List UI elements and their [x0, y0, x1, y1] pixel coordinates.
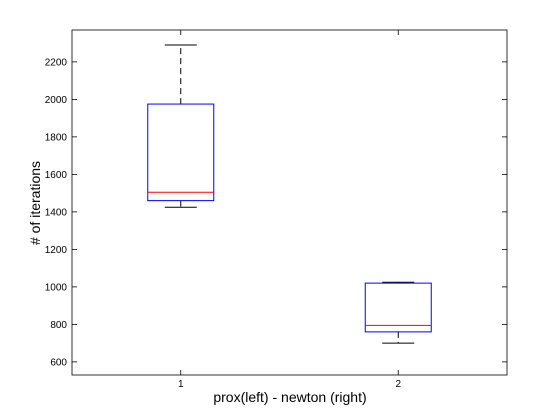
plot-axes — [71, 29, 508, 376]
x-tick-label: 1 — [178, 379, 184, 390]
y-tick-label: 800 — [50, 320, 67, 331]
y-tick-label: 600 — [50, 357, 67, 368]
box-series — [147, 44, 432, 344]
y-tick-label: 2000 — [45, 95, 68, 106]
x-axis-label: prox(left) - newton (right) — [213, 389, 366, 405]
y-tick-label: 1600 — [45, 170, 68, 181]
box-2 — [364, 281, 432, 344]
y-axis-ticks: 600 800 1000 1200 1400 1600 1800 2000 2200 — [45, 57, 507, 368]
y-tick-label: 1200 — [45, 245, 68, 256]
y-axis-label: # of iterations — [27, 161, 43, 245]
y-tick-label: 2200 — [45, 57, 68, 68]
interquartile-box — [364, 282, 432, 333]
y-tick-label: 1000 — [45, 282, 68, 293]
box-1 — [147, 44, 215, 208]
y-tick-label: 1400 — [45, 207, 68, 218]
x-tick-label: 2 — [395, 379, 401, 390]
interquartile-box — [147, 103, 215, 202]
plot-frame — [71, 29, 508, 376]
y-tick-label: 1800 — [45, 132, 68, 143]
